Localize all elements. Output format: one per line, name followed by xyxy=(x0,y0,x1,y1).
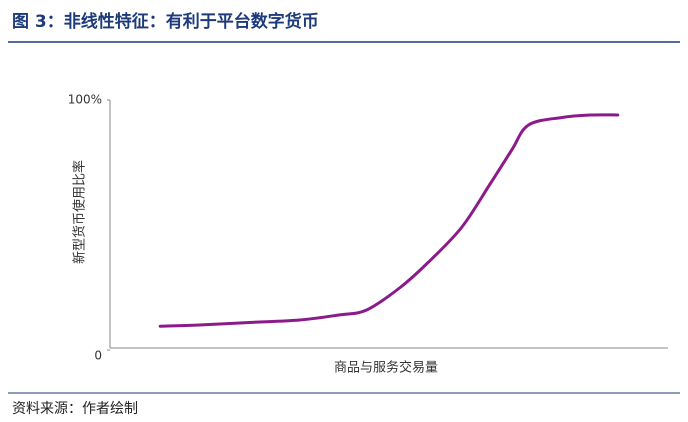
y-tick-label: 100% xyxy=(68,93,102,107)
line xyxy=(158,113,620,328)
y-axis-label: 新型货币使用比率 xyxy=(72,160,88,264)
source: 资料来源：作者绘制 xyxy=(12,401,138,417)
chart-title: 图 3：非线性特征：有利于平台数字货币 xyxy=(12,11,319,32)
x-axis-label: 商品与服务交易量 xyxy=(334,360,438,376)
y-tick-label: 0 xyxy=(94,349,102,363)
